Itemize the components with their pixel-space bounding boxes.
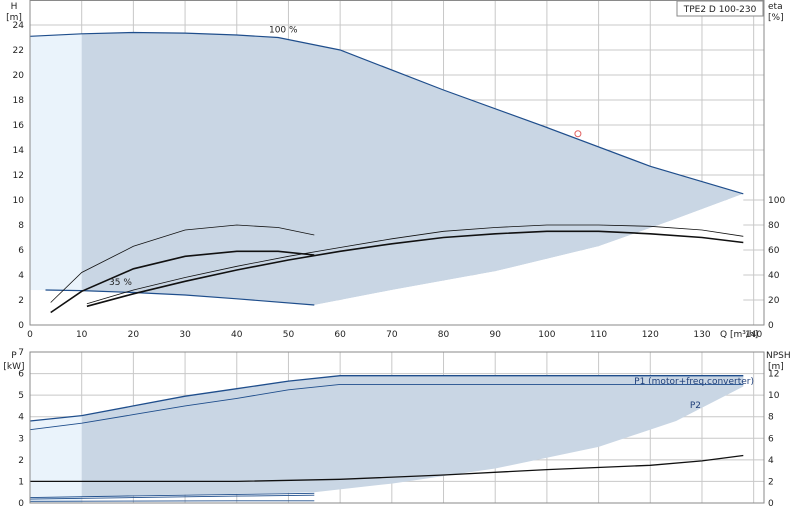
x-tick-label: 70 [386, 330, 398, 340]
y2-tick-label: 80 [768, 221, 780, 231]
y-tick-label: 1 [18, 477, 24, 487]
y-tick-label: 5 [18, 391, 24, 401]
x-tick-label: 10 [76, 330, 88, 340]
x-tick-label: 110 [590, 330, 607, 340]
below-min-fill [30, 193, 744, 325]
x-tick-label: 60 [334, 330, 346, 340]
eta_thick_short-line [50, 250, 315, 314]
y2-tick-label: 0 [768, 321, 774, 331]
eta_thick_long-line [86, 230, 744, 308]
y-tick-label: 22 [13, 46, 24, 56]
low_flat-line [29, 500, 315, 502]
x-tick-label: 130 [693, 330, 710, 340]
y2-axis-unit: [%] [768, 13, 784, 23]
max_curve-line [29, 31, 744, 195]
y-tick-label: 2 [18, 456, 24, 466]
y2-tick-label: 12 [768, 370, 779, 380]
y-tick-label: 20 [13, 71, 25, 81]
y-axis-unit: [kW] [3, 362, 24, 372]
p1-legend-label: P1 (motor+freq.converter) [634, 377, 754, 387]
x-tick-label: 120 [642, 330, 659, 340]
y2-tick-label: 40 [768, 271, 780, 281]
npsh-line [30, 454, 744, 483]
p2-line [29, 383, 744, 431]
y2-tick-label: 20 [768, 296, 780, 306]
y2-axis-symbol: NPSH [766, 351, 791, 361]
title-box [676, 0, 764, 17]
y-tick-label: 18 [13, 96, 25, 106]
x-tick-label: 90 [489, 330, 501, 340]
y-tick-label: 6 [18, 246, 24, 256]
y-tick-label: 8 [18, 221, 24, 231]
y-tick-label: 10 [13, 196, 25, 206]
y2-tick-label: 2 [768, 477, 774, 487]
y2-tick-label: 60 [768, 246, 780, 256]
x-tick-label: 40 [231, 330, 243, 340]
eta_thin_long-line [86, 224, 744, 305]
curve-annotation: 100 % [269, 26, 298, 36]
x-tick-label: 0 [27, 330, 33, 340]
eta_thin_short-line [50, 224, 315, 303]
low_p1-line [29, 492, 315, 499]
y2-axis-unit: [m] [768, 362, 784, 372]
duty-point-marker [574, 130, 582, 138]
y-tick-label: 7 [18, 348, 24, 358]
plot-frame [29, 0, 765, 326]
y-axis-symbol: H [11, 2, 18, 12]
y-tick-label: 0 [18, 321, 24, 331]
x-tick-label: 100 [538, 330, 555, 340]
y-tick-label: 3 [18, 434, 24, 444]
y2-tick-label: 10 [768, 391, 780, 401]
y2-tick-label: 6 [768, 434, 774, 444]
y-tick-label: 14 [13, 146, 25, 156]
x-axis-label: Q [m³/h] [720, 330, 758, 340]
low_p2-line [29, 494, 315, 500]
y2-tick-label: 100 [768, 196, 785, 206]
y-tick-label: 4 [18, 271, 24, 281]
y2-tick-label: 0 [768, 499, 774, 509]
x-tick-label: 20 [128, 330, 140, 340]
y2-tick-label: 4 [768, 456, 774, 466]
min_curve-line [45, 289, 315, 306]
y-tick-label: 16 [13, 121, 25, 131]
y-tick-label: 12 [13, 171, 24, 181]
y2-axis-symbol: eta [768, 2, 783, 12]
low-flow-region [30, 33, 82, 326]
x-tick-label: 30 [179, 330, 191, 340]
x-tick-label: 50 [283, 330, 295, 340]
chart-title: TPE2 D 100-230 [683, 5, 757, 15]
y-axis-unit: [m] [6, 13, 22, 23]
p1-line [29, 375, 744, 422]
x-tick-label: 140 [745, 330, 762, 340]
y-tick-label: 2 [18, 296, 24, 306]
plot-frame [29, 351, 765, 504]
curve-annotation: 35 % [109, 278, 132, 288]
y-tick-label: 6 [18, 370, 24, 380]
operating-area [30, 375, 744, 498]
p2-legend-label: P2 [690, 401, 701, 411]
y-tick-label: 4 [18, 413, 24, 423]
y-tick-label: 24 [13, 21, 25, 31]
operating-area [30, 32, 744, 305]
y-tick-label: 0 [18, 499, 24, 509]
y-axis-symbol: P [11, 351, 17, 361]
x-tick-label: 80 [438, 330, 450, 340]
y2-tick-label: 8 [768, 413, 774, 423]
